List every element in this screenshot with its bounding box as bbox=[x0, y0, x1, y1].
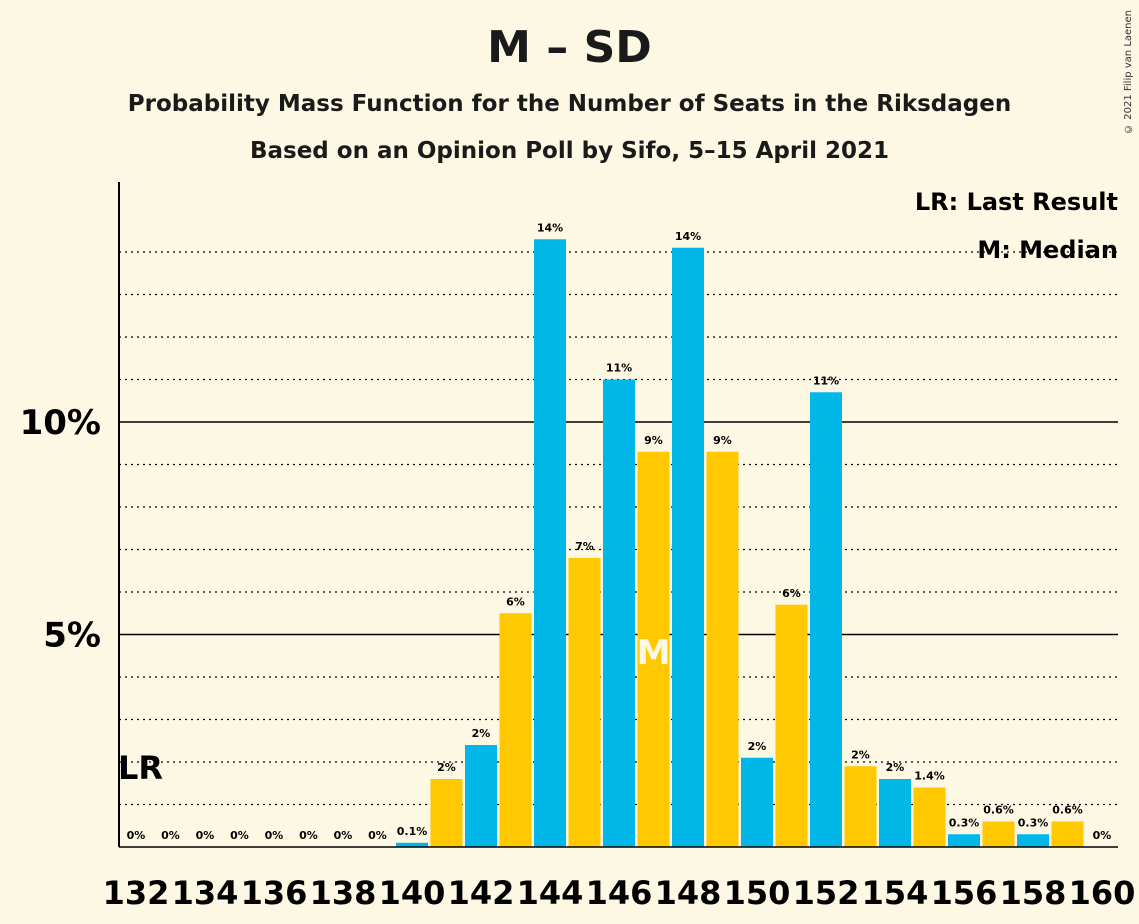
bar-140 bbox=[396, 842, 428, 847]
x-tick-label: 136 bbox=[241, 874, 308, 912]
bar-label-156: 0.3% bbox=[949, 816, 980, 829]
bar-155 bbox=[913, 787, 946, 847]
x-tick-label: 150 bbox=[724, 874, 791, 912]
bar-label-143: 6% bbox=[506, 595, 525, 608]
bar-159 bbox=[1051, 821, 1084, 847]
x-tick-label: 152 bbox=[793, 874, 860, 912]
bar-153 bbox=[844, 766, 877, 847]
bar-label-149: 9% bbox=[713, 434, 732, 447]
x-tick-label: 134 bbox=[172, 874, 239, 912]
bar-143 bbox=[499, 613, 532, 847]
bar-label-160: 0% bbox=[1093, 829, 1112, 842]
bar-142 bbox=[465, 745, 497, 847]
bar-148 bbox=[672, 247, 704, 847]
bar-label-153: 2% bbox=[851, 748, 870, 761]
x-tick-label: 144 bbox=[517, 874, 584, 912]
bar-label-137: 0% bbox=[299, 829, 318, 842]
bar-label-150: 2% bbox=[748, 740, 767, 753]
bar-label-132: 0% bbox=[127, 829, 146, 842]
bar-label-140: 0.1% bbox=[397, 825, 428, 838]
x-tick-label: 158 bbox=[1000, 874, 1067, 912]
x-tick-label: 160 bbox=[1069, 874, 1136, 912]
x-tick-label: 156 bbox=[931, 874, 998, 912]
bar-label-142: 2% bbox=[472, 727, 491, 740]
bar-146 bbox=[603, 379, 635, 847]
y-tick-label: 10% bbox=[20, 403, 101, 443]
bar-label-147: 9% bbox=[644, 434, 663, 447]
bar-154 bbox=[879, 779, 911, 847]
x-tick-label: 154 bbox=[862, 874, 929, 912]
bar-label-141: 2% bbox=[437, 761, 456, 774]
bar-156 bbox=[948, 834, 980, 847]
bar-150 bbox=[741, 757, 773, 847]
y-tick-label: 5% bbox=[43, 616, 101, 656]
bar-label-154: 2% bbox=[886, 761, 905, 774]
bar-label-133: 0% bbox=[161, 829, 180, 842]
bar-label-159: 0.6% bbox=[1052, 804, 1083, 817]
x-tick-label: 132 bbox=[103, 874, 170, 912]
bar-label-136: 0% bbox=[265, 829, 284, 842]
bar-145 bbox=[568, 558, 601, 847]
bar-label-157: 0.6% bbox=[983, 804, 1014, 817]
bar-label-144: 14% bbox=[537, 221, 563, 234]
bar-label-155: 1.4% bbox=[914, 770, 945, 783]
bar-158 bbox=[1017, 834, 1049, 847]
bar-147 bbox=[637, 451, 670, 847]
bar-label-146: 11% bbox=[606, 362, 632, 375]
last-result-marker: LR bbox=[118, 749, 163, 787]
x-tick-label: 138 bbox=[310, 874, 377, 912]
bar-label-151: 6% bbox=[782, 587, 801, 600]
bar-label-135: 0% bbox=[230, 829, 249, 842]
chart-title: M – SD bbox=[487, 22, 652, 73]
bar-149 bbox=[706, 451, 739, 847]
legend-median: M: Median bbox=[977, 236, 1118, 264]
x-tick-label: 146 bbox=[586, 874, 653, 912]
bar-label-148: 14% bbox=[675, 230, 701, 243]
bar-141 bbox=[430, 779, 463, 847]
bar-label-145: 7% bbox=[575, 540, 594, 553]
chart-subtitle-1: Probability Mass Function for the Number… bbox=[127, 91, 1012, 117]
x-tick-label: 140 bbox=[379, 874, 446, 912]
bar-label-152: 11% bbox=[813, 374, 839, 387]
bar-label-138: 0% bbox=[334, 829, 353, 842]
bar-label-158: 0.3% bbox=[1018, 816, 1049, 829]
bar-151 bbox=[775, 604, 808, 847]
bar-144 bbox=[534, 239, 566, 847]
bar-label-139: 0% bbox=[368, 829, 387, 842]
x-tick-label: 148 bbox=[655, 874, 722, 912]
legend-last-result: LR: Last Result bbox=[915, 188, 1118, 216]
median-marker: M bbox=[637, 633, 671, 673]
bar-label-134: 0% bbox=[196, 829, 215, 842]
bar-157 bbox=[982, 821, 1015, 847]
chart-subtitle-2: Based on an Opinion Poll by Sifo, 5–15 A… bbox=[249, 138, 890, 164]
x-tick-label: 142 bbox=[448, 874, 515, 912]
bar-152 bbox=[810, 392, 842, 847]
